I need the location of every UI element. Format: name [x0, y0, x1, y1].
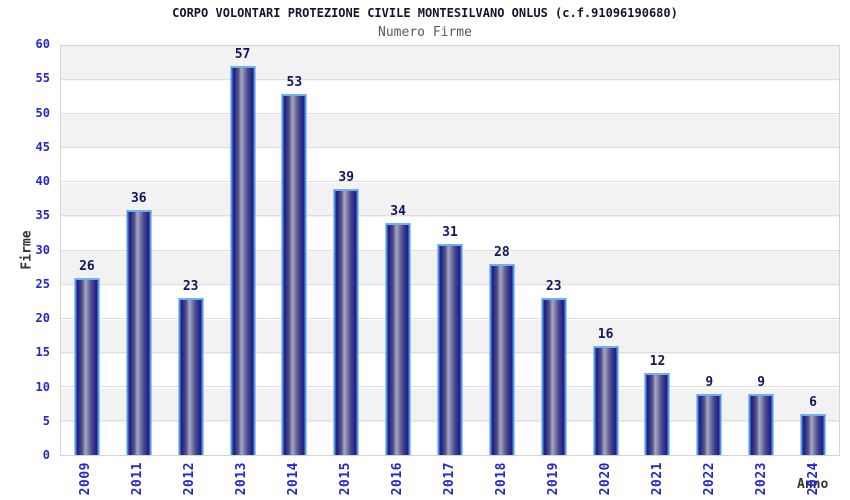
bar-slot-2023: 9 [735, 46, 787, 455]
bar-value-label: 57 [234, 47, 251, 63]
y-tick-label: 10 [35, 379, 50, 394]
chart-subtitle: Numero Firme [378, 25, 472, 40]
bar-slot-2017: 31 [424, 46, 476, 455]
gridline [61, 79, 839, 81]
x-tick-label: 2018 [494, 462, 509, 496]
bar-slot-2024: 6 [787, 46, 839, 455]
bar-value-label: 23 [182, 279, 199, 295]
bar-slot-2015: 39 [320, 46, 372, 455]
bar-value-label: 53 [286, 74, 303, 90]
bar-value-label: 9 [757, 374, 766, 390]
plot-area: 26 36 23 57 53 39 34 31 28 23 16 12 9 9 6 [60, 45, 840, 456]
x-tick-label: 2009 [78, 462, 93, 496]
y-tick-label: 15 [35, 345, 50, 360]
x-tick-label: 2016 [390, 462, 405, 496]
bar-value-label: 9 [705, 374, 714, 390]
x-axis-title: Anno [797, 477, 829, 492]
gridline [61, 147, 839, 149]
bar-2011 [126, 209, 152, 455]
y-tick-label: 30 [35, 242, 50, 257]
x-tick-label: 2023 [754, 462, 769, 496]
bar-value-label: 39 [338, 170, 355, 186]
x-tick-label: 2021 [650, 462, 665, 496]
bar-value-label: 31 [442, 224, 458, 240]
bar-2014 [281, 93, 307, 455]
x-tick-label: 2024 [806, 462, 821, 496]
bar-2021 [644, 373, 670, 455]
bar-slot-2019: 23 [528, 46, 580, 455]
bar-value-label: 26 [79, 258, 95, 274]
bar-2017 [437, 243, 463, 455]
bar-2023 [748, 393, 774, 455]
bar-value-label: 28 [494, 245, 510, 261]
y-tick-label: 40 [35, 174, 50, 188]
bar-2024 [800, 414, 826, 455]
bar-2020 [593, 345, 619, 455]
y-tick-label: 50 [35, 105, 50, 120]
bar-slot-2009: 26 [61, 46, 113, 455]
bar-slot-2022: 9 [683, 46, 735, 455]
bar-slot-2013: 57 [217, 46, 269, 455]
y-tick-label: 55 [35, 71, 50, 86]
bar-value-label: 23 [545, 279, 562, 295]
gridline [61, 181, 839, 183]
bar-slot-2018: 28 [476, 46, 528, 455]
x-tick-label: 2012 [182, 462, 197, 496]
bar-slot-2021: 12 [632, 46, 684, 455]
bar-value-label: 16 [597, 326, 614, 342]
bar-slot-2011: 36 [113, 46, 165, 455]
bar-slot-2014: 53 [268, 46, 320, 455]
bar-slot-2016: 34 [372, 46, 424, 455]
gridline [61, 113, 839, 115]
x-tick-label: 2014 [286, 462, 301, 496]
y-tick-label: 0 [42, 448, 50, 462]
bar-value-label: 6 [809, 395, 817, 411]
bar-2015 [333, 189, 359, 455]
y-tick-label: 45 [35, 139, 50, 154]
y-tick-label: 25 [35, 276, 50, 291]
bar-slot-2012: 23 [165, 46, 217, 455]
bar-2012 [178, 298, 204, 455]
y-tick-label: 60 [35, 37, 50, 51]
y-tick-label: 35 [35, 208, 50, 223]
bar-2016 [385, 223, 411, 455]
x-tick-label: 2015 [338, 462, 353, 496]
y-tick-label: 5 [42, 413, 50, 428]
x-tick-label: 2017 [442, 462, 457, 496]
bar-2009 [74, 277, 100, 455]
bar-value-label: 12 [649, 354, 666, 370]
x-tick-label: 2020 [598, 462, 613, 496]
gridline [61, 215, 839, 217]
bar-2013 [230, 66, 256, 455]
x-tick-label: 2011 [130, 462, 145, 496]
bar-value-label: 36 [130, 190, 147, 206]
y-tick-label: 20 [35, 311, 50, 325]
bar-2022 [696, 393, 722, 455]
bar-slot-2020: 16 [580, 46, 632, 455]
bar-2018 [489, 264, 515, 455]
bar-2019 [541, 298, 567, 455]
x-tick-label: 2013 [234, 462, 249, 496]
chart-title: CORPO VOLONTARI PROTEZIONE CIVILE MONTES… [172, 6, 678, 20]
bar-value-label: 34 [390, 204, 406, 220]
x-tick-label: 2019 [546, 462, 561, 496]
x-tick-label: 2022 [702, 462, 717, 496]
